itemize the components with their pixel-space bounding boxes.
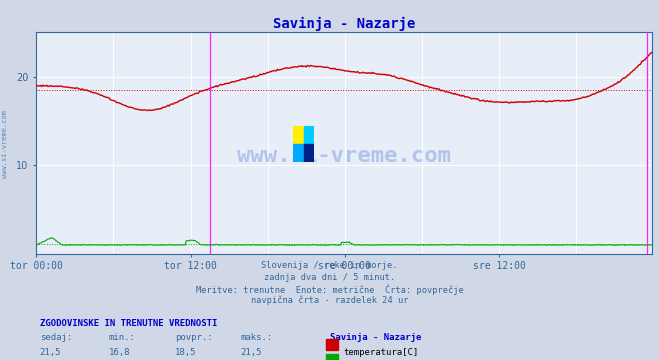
Bar (293, 144, 304, 162)
Text: navpična črta - razdelek 24 ur: navpična črta - razdelek 24 ur (251, 296, 408, 305)
Text: temperatura[C]: temperatura[C] (343, 348, 418, 357)
Text: sedaj:: sedaj: (40, 333, 72, 342)
Bar (304, 144, 314, 162)
Text: Savinja - Nazarje: Savinja - Nazarje (330, 333, 421, 342)
Text: Meritve: trenutne  Enote: metrične  Črta: povprečje: Meritve: trenutne Enote: metrične Črta: … (196, 284, 463, 294)
Text: www.si-vreme.com: www.si-vreme.com (237, 147, 451, 166)
Text: 18,5: 18,5 (175, 348, 196, 357)
Bar (304, 126, 314, 144)
Text: 16,8: 16,8 (109, 348, 130, 357)
Text: min.:: min.: (109, 333, 136, 342)
Text: www.si-vreme.com: www.si-vreme.com (2, 110, 9, 178)
Text: povpr.:: povpr.: (175, 333, 212, 342)
Text: zadnja dva dni / 5 minut.: zadnja dva dni / 5 minut. (264, 273, 395, 282)
Text: ZGODOVINSKE IN TRENUTNE VREDNOSTI: ZGODOVINSKE IN TRENUTNE VREDNOSTI (40, 319, 217, 328)
Text: maks.:: maks.: (241, 333, 273, 342)
Bar (293, 126, 304, 144)
Title: Savinja - Nazarje: Savinja - Nazarje (273, 17, 416, 31)
Text: 21,5: 21,5 (40, 348, 61, 357)
Text: 21,5: 21,5 (241, 348, 262, 357)
Text: Slovenija / reke in morje.: Slovenija / reke in morje. (261, 261, 398, 270)
